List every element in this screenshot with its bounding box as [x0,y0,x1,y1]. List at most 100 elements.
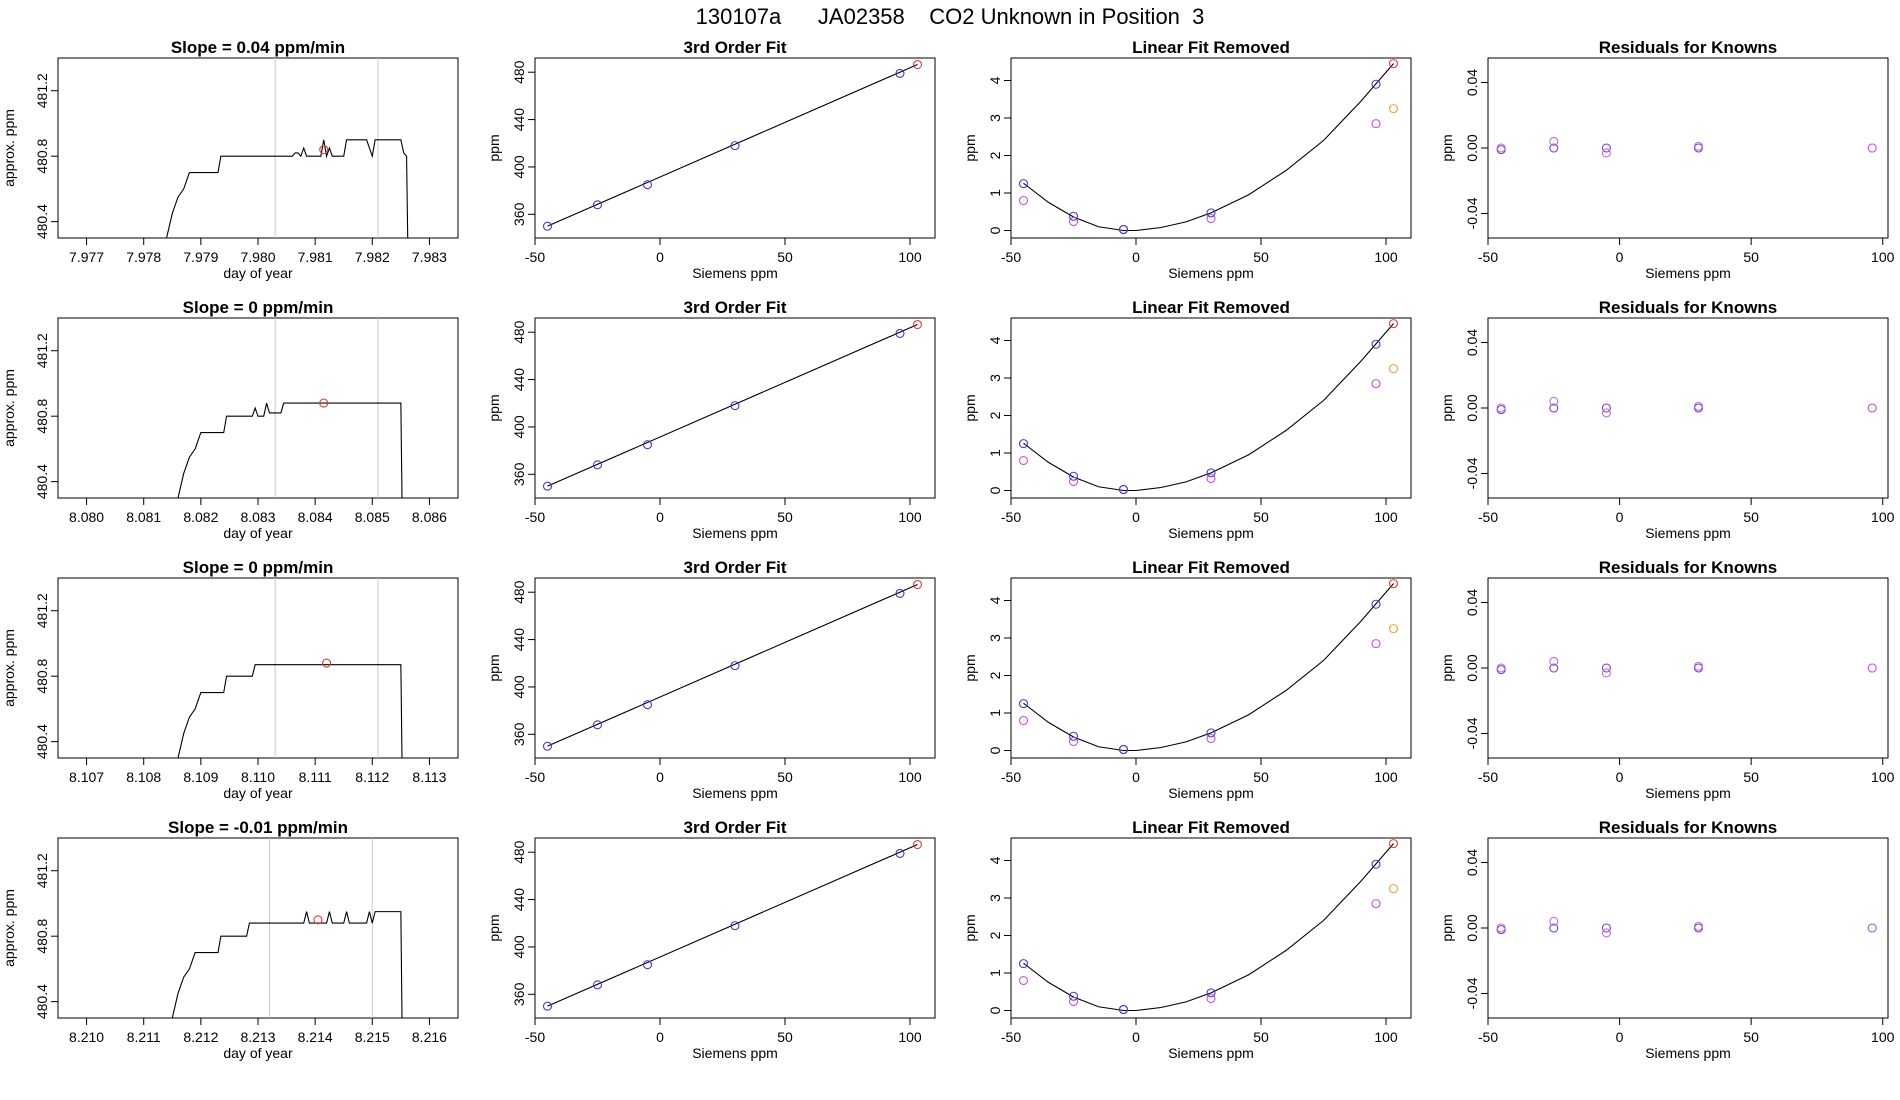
x-tick-label: 8.214 [298,1029,333,1045]
y-tick-label: 2 [987,151,1003,159]
residual-point [1867,663,1877,673]
x-tick-label: 100 [1871,249,1895,265]
known-point [730,141,740,151]
y-tick-label: 0.00 [1464,654,1480,681]
y-tick-label: 480.4 [34,724,50,759]
known-point [1068,731,1079,741]
x-axis-label: Siemens ppm [1645,1045,1731,1061]
x-tick-label: 7.979 [183,249,218,265]
x-tick-label: 50 [1743,509,1759,525]
panel-title: 3rd Order Fit [684,38,787,57]
x-tick-label: 8.110 [241,769,275,785]
y-axis-label: ppm [962,654,978,681]
linear-removed-point [1068,476,1079,487]
y-axis-label: approx. ppm [1,889,17,967]
panel-title: Linear Fit Removed [1132,558,1290,577]
y-axis-label: approx. ppm [1,109,17,187]
y-tick-label: 480.8 [34,658,50,693]
panel-r3c2: Linear Fit Removed -50 0 50 100 0 1 2 3 4 Siemens … [962,818,1412,1061]
panel-r0c2: Linear Fit Removed -50 0 50 100 0 1 2 3 4 Siemens … [962,38,1412,281]
x-tick-label: 8.082 [183,509,218,525]
known-point [730,921,740,931]
fit-line [547,64,918,227]
fit-line [547,584,918,747]
panel-r3c0: Slope = -0.01 ppm/min 8.210 8.211 8.212 8.21… [1,818,459,1061]
y-tick-label: 2 [987,411,1003,419]
y-tick-label: 360 [511,982,527,1006]
trace-line [171,911,403,1018]
y-tick-label: 0 [987,486,1003,494]
mean-point [313,915,323,925]
x-axis-label: Siemens ppm [692,265,778,281]
known-point [1371,599,1381,609]
known-point [1018,179,1029,189]
x-tick-label: 100 [898,769,922,785]
panel-r1c3: Residuals for Knowns -50 0 50 100 -0.04 0.00 0.… [1439,298,1895,541]
known-point [1018,439,1029,449]
x-axis-label: Siemens ppm [692,1045,778,1061]
y-tick-label: 400 [511,415,527,439]
plot-area [1018,839,1399,1015]
known-point [1118,484,1129,494]
panel-r2c3: Residuals for Knowns -50 0 50 100 -0.04 0.00 0.… [1439,558,1895,801]
y-tick-label: 480.8 [34,918,50,953]
unknown-linear-point [1388,624,1399,634]
known-point [542,221,553,231]
linear-removed-point [1206,733,1216,744]
x-tick-label: 50 [777,509,793,525]
y-tick-label: 0.00 [1464,914,1480,941]
y-tick-label: 1 [987,449,1003,457]
y-tick-label: 480.4 [34,204,50,239]
x-tick-label: 0 [656,509,664,525]
x-tick-label: 7.981 [298,249,333,265]
y-tick-label: 480.4 [34,984,50,1019]
known-point [1206,988,1216,998]
x-tick-label: 100 [898,509,922,525]
residual-point [1867,143,1877,153]
x-tick-label: 100 [1374,1029,1398,1045]
y-tick-label: 0.04 [1464,849,1480,876]
y-tick-label: 360 [511,462,527,486]
y-tick-label: 400 [511,155,527,179]
x-tick-label: 8.112 [355,769,389,785]
x-tick-label: 7.982 [355,249,390,265]
known-point [1118,744,1129,754]
residual-point [1496,143,1506,153]
mean-point [322,658,332,668]
y-tick-label: 0.04 [1464,329,1480,356]
residual-point [1549,403,1559,413]
y-tick-label: -0.04 [1464,977,1480,1009]
known-point [730,661,740,671]
y-axis-label: approx. ppm [1,629,17,707]
x-tick-label: 8.107 [69,769,104,785]
x-tick-label: 7.980 [240,249,275,265]
residual-point [1867,923,1877,933]
residual-point [1601,408,1611,418]
linear-removed-point [1018,455,1029,466]
y-tick-label: 3 [987,114,1003,122]
panel-title: 3rd Order Fit [684,558,787,577]
plot-area [542,579,923,751]
x-axis-label: Siemens ppm [692,785,778,801]
x-tick-label: 50 [1743,1029,1759,1045]
x-axis-label: Siemens ppm [1168,265,1254,281]
linear-removed-point [1018,975,1029,986]
fit-curve [1023,323,1394,492]
y-tick-label: 480.8 [34,398,50,433]
x-tick-label: 8.108 [126,769,161,785]
known-point [592,720,603,730]
residual-point [1549,136,1559,147]
x-axis-label: Siemens ppm [1645,785,1731,801]
y-tick-label: 0 [987,746,1003,754]
residual-point [1601,663,1611,673]
known-point [1018,959,1029,969]
linear-removed-point [1068,996,1079,1007]
y-axis-label: ppm [486,914,502,941]
y-tick-label: -0.04 [1464,457,1480,489]
panel-title: Slope = 0 ppm/min [183,298,334,317]
y-tick-label: 1 [987,189,1003,197]
known-point [1371,79,1381,89]
plot-area [542,59,923,231]
known-point [1068,211,1079,221]
